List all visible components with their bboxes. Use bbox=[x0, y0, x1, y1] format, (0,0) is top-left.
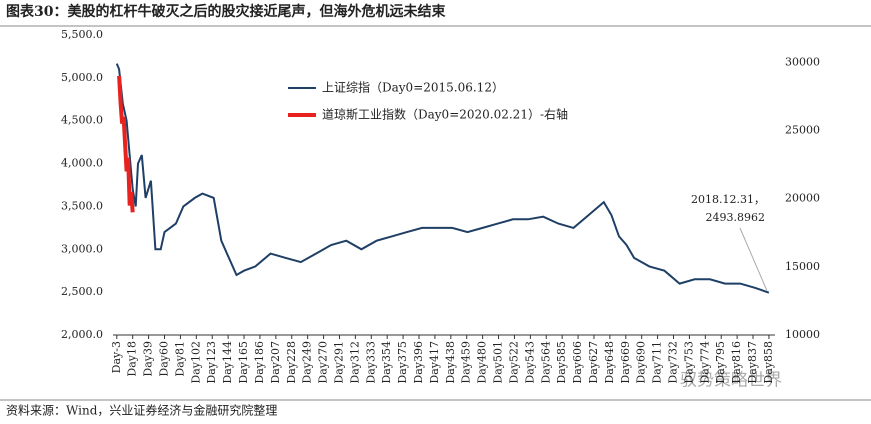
y-tick-label: 5,500.0 bbox=[61, 28, 103, 41]
x-tick-label: Day585 bbox=[555, 341, 568, 384]
x-tick-label: Day18 bbox=[126, 341, 139, 377]
x-tick-label: Day270 bbox=[317, 341, 330, 384]
annotation-pointer bbox=[739, 227, 768, 291]
x-tick-label: Day564 bbox=[539, 341, 552, 384]
x-tick-label: Day522 bbox=[507, 341, 520, 384]
x-tick-label: Day-3 bbox=[110, 341, 123, 373]
annotation: 2493.8962 bbox=[706, 211, 766, 224]
y2-tick-label: 25000 bbox=[785, 123, 820, 136]
x-tick-label: Day81 bbox=[173, 341, 186, 377]
x-tick-label: Day606 bbox=[571, 341, 584, 384]
series-line bbox=[117, 75, 135, 213]
x-tick-label: Day102 bbox=[189, 341, 202, 384]
source-note: 资料来源：Wind，兴业证券经济与金融研究院整理 bbox=[6, 403, 277, 418]
y-tick-label: 2,000.0 bbox=[61, 328, 103, 341]
x-tick-label: Day39 bbox=[142, 341, 155, 377]
y-tick-label: 4,000.0 bbox=[61, 157, 103, 170]
y-tick-label: 5,000.0 bbox=[61, 71, 103, 84]
x-tick-label: Day837 bbox=[746, 341, 759, 384]
y2-tick-label: 30000 bbox=[785, 55, 820, 68]
y-tick-label: 4,500.0 bbox=[61, 114, 103, 127]
y-tick-label: 3,000.0 bbox=[61, 242, 103, 255]
x-tick-label: Day795 bbox=[714, 341, 727, 384]
x-tick-label: Day228 bbox=[285, 341, 298, 384]
x-tick-label: Day858 bbox=[762, 341, 775, 384]
series-line bbox=[115, 63, 770, 294]
y2-tick-label: 20000 bbox=[785, 192, 820, 205]
x-tick-label: Day711 bbox=[651, 341, 664, 384]
x-tick-label: Day501 bbox=[492, 341, 505, 384]
x-tick-label: Day249 bbox=[301, 341, 314, 384]
x-tick-label: Day375 bbox=[396, 341, 409, 384]
legend-label: 道琼斯工业指数（Day0=2020.02.21）-右轴 bbox=[322, 107, 568, 122]
x-tick-label: Day186 bbox=[253, 341, 266, 384]
x-tick-label: Day690 bbox=[635, 341, 648, 384]
x-tick-label: Day627 bbox=[587, 341, 600, 384]
y-tick-label: 3,500.0 bbox=[61, 199, 103, 212]
x-tick-label: Day543 bbox=[523, 341, 536, 384]
legend-label: 上证综指（Day0=2015.06.12） bbox=[322, 80, 504, 95]
x-tick-label: Day669 bbox=[619, 341, 632, 384]
x-tick-label: Day144 bbox=[221, 341, 234, 384]
y2-tick-label: 10000 bbox=[785, 328, 820, 341]
y-tick-label: 2,500.0 bbox=[61, 285, 103, 298]
x-tick-label: Day753 bbox=[682, 341, 695, 384]
x-tick-label: Day774 bbox=[698, 341, 711, 384]
annotation: 2018.12.31， bbox=[691, 193, 765, 206]
x-tick-label: Day354 bbox=[380, 341, 393, 384]
x-tick-label: Day732 bbox=[667, 341, 680, 384]
x-tick-label: Day459 bbox=[460, 341, 473, 384]
x-tick-label: Day207 bbox=[269, 341, 282, 384]
x-tick-label: Day417 bbox=[428, 341, 441, 384]
x-tick-label: Day438 bbox=[444, 341, 457, 384]
watermark: 驭势策略世界 bbox=[680, 371, 782, 391]
x-tick-label: Day123 bbox=[205, 341, 218, 384]
x-tick-label: Day480 bbox=[476, 341, 489, 384]
chart-title: 图表30：美股的杠杆牛破灭之后的股灾接近尾声，但海外危机远未结束 bbox=[6, 3, 446, 20]
x-tick-label: Day648 bbox=[603, 341, 616, 384]
x-tick-label: Day396 bbox=[412, 341, 425, 384]
x-tick-label: Day291 bbox=[332, 341, 345, 384]
y2-tick-label: 15000 bbox=[785, 260, 820, 273]
x-tick-label: Day60 bbox=[158, 341, 171, 377]
x-tick-label: Day816 bbox=[730, 341, 743, 384]
x-tick-label: Day312 bbox=[348, 341, 361, 384]
x-tick-label: Day165 bbox=[237, 341, 250, 384]
x-tick-label: Day333 bbox=[364, 341, 377, 384]
